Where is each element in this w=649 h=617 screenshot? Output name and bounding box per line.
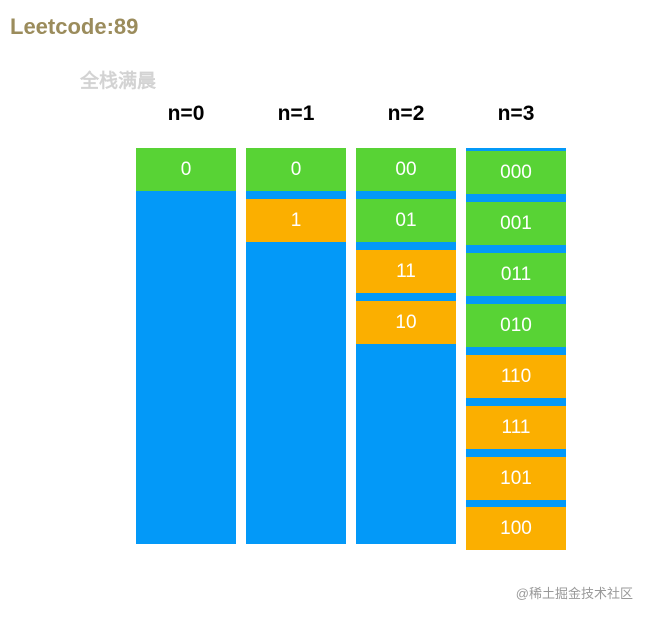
code-cell: 001	[466, 202, 566, 245]
code-cell: 101	[466, 457, 566, 500]
code-cell: 010	[466, 304, 566, 347]
code-cell: 01	[356, 199, 456, 242]
code-cell: 000	[466, 151, 566, 194]
column-label-n1: n=1	[277, 102, 315, 125]
column-n0: 0	[136, 148, 236, 544]
code-cell: 011	[466, 253, 566, 296]
code-cell: 111	[466, 406, 566, 449]
author-subtitle: 全栈满晨	[80, 71, 157, 92]
diagram-title: Leetcode:89	[10, 14, 139, 39]
code-cell: 1	[246, 199, 346, 242]
code-cell: 10	[356, 301, 456, 344]
code-cell: 110	[466, 355, 566, 398]
watermark: @稀土掘金技术社区	[515, 586, 633, 601]
code-cell: 11	[356, 250, 456, 293]
code-cell: 0	[246, 148, 346, 191]
column-n1: 0 1	[246, 148, 346, 544]
column-label-n2: n=2	[387, 102, 425, 125]
code-cell: 00	[356, 148, 456, 191]
column-label-n0: n=0	[167, 102, 205, 125]
column-n2: 00 01 11 10	[356, 148, 456, 544]
column-label-n3: n=3	[497, 102, 535, 125]
code-cell: 100	[466, 507, 566, 550]
code-cell: 0	[136, 148, 236, 191]
column-n3: 000 001 011 010 110 111 101 100	[466, 148, 566, 550]
